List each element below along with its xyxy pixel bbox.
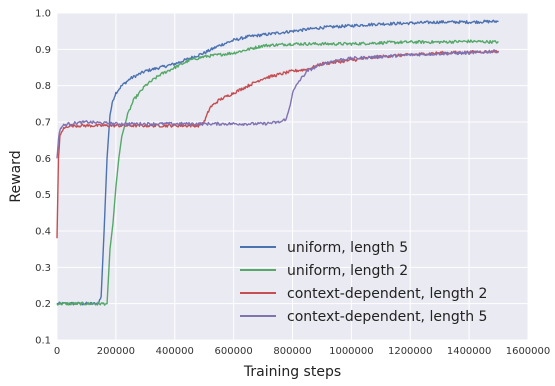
legend-label: uniform, length 5: [287, 240, 408, 256]
series-lines: [56, 19, 500, 306]
legend-label: context-dependent, length 5: [287, 309, 487, 325]
x-tick-label: 1200000: [388, 346, 433, 357]
y-tick-label: 0.5: [35, 190, 51, 201]
y-tick-label: 0.9: [35, 45, 51, 56]
x-tick-label: 1600000: [506, 346, 551, 357]
legend-label: context-dependent, length 2: [287, 286, 487, 302]
y-ticks: 0.1 0.2 0.3 0.4 0.5 0.6 0.7 0.8 0.9 1.0: [35, 9, 51, 347]
x-tick-label: 1400000: [447, 346, 492, 357]
series-line-2: [56, 49, 500, 239]
y-tick-label: 0.2: [35, 299, 51, 310]
series-line-3: [56, 49, 499, 159]
x-tick-label: 400000: [156, 346, 194, 357]
legend-label: uniform, length 2: [287, 263, 408, 279]
y-tick-label: 0.4: [35, 227, 51, 238]
y-tick-label: 0.8: [35, 81, 51, 92]
x-ticks: 0 200000 400000 600000 800000 1000000 1200000 1…: [54, 346, 550, 357]
x-tick-label: 0: [54, 346, 60, 357]
x-axis-label: Training steps: [243, 364, 341, 380]
x-tick-label: 200000: [97, 346, 135, 357]
series-line-0: [56, 19, 499, 306]
series-line-1: [56, 39, 499, 306]
y-tick-label: 0.6: [35, 154, 51, 165]
x-tick-label: 600000: [215, 346, 253, 357]
y-axis-label: Reward: [8, 150, 24, 202]
y-tick-label: 1.0: [35, 9, 51, 20]
legend: uniform, length 5 uniform, length 2 contex…: [240, 240, 487, 325]
x-tick-label: 1000000: [329, 346, 374, 357]
y-tick-label: 0.1: [35, 336, 51, 347]
y-tick-label: 0.7: [35, 118, 51, 129]
y-tick-label: 0.3: [35, 263, 51, 274]
x-tick-label: 800000: [273, 346, 311, 357]
